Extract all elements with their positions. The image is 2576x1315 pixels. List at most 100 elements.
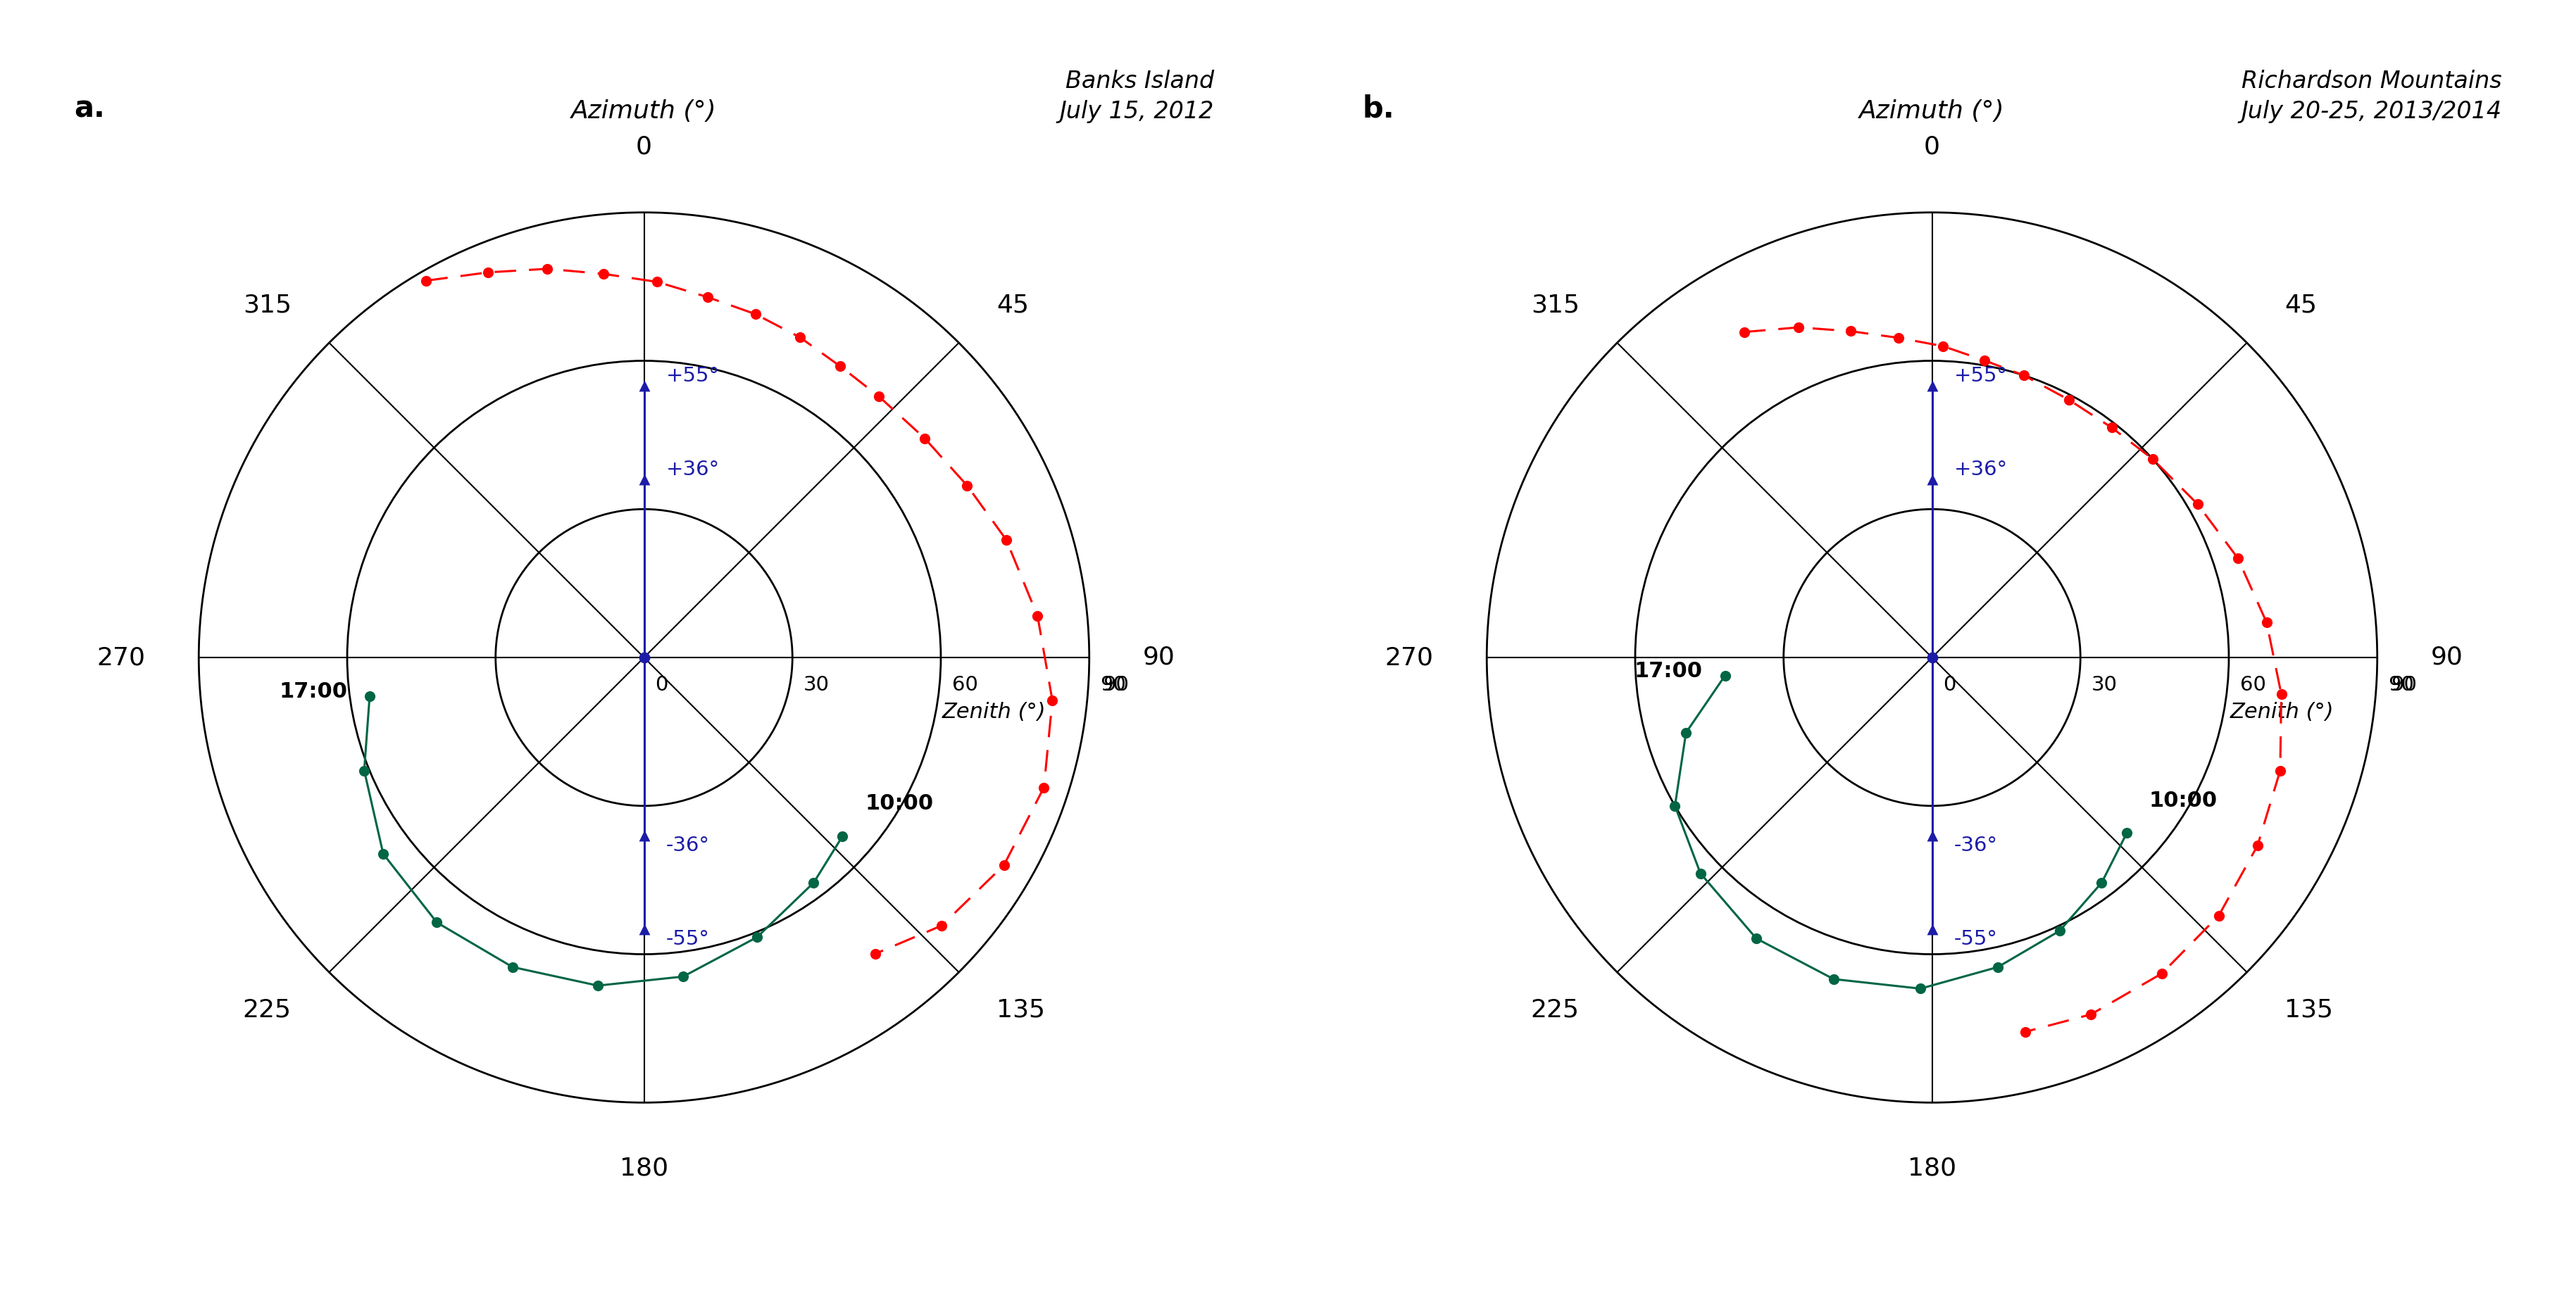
Point [1878,327,1919,348]
Point [1901,978,1942,999]
Text: 0: 0 [636,135,652,159]
Point [858,387,899,408]
Point [1723,321,1765,342]
Point [2092,417,2133,438]
Text: +55°: +55° [667,366,719,385]
Point [1911,647,1953,668]
Point [2004,364,2045,385]
Point [469,262,510,283]
Point [1978,956,2020,977]
Point [2081,872,2123,893]
Point [2048,389,2089,410]
Text: 315: 315 [242,293,291,317]
Text: Zenith (°): Zenith (°) [943,702,1046,722]
Text: 225: 225 [242,998,291,1022]
Point [2236,835,2277,856]
Point [623,375,665,396]
Text: 17:00: 17:00 [1633,661,1703,681]
Text: Azimuth (°): Azimuth (°) [1860,100,2004,124]
Text: -55°: -55° [667,930,711,949]
Text: 90: 90 [2388,676,2414,696]
Text: 180: 180 [621,1156,667,1180]
Text: 180: 180 [1909,1156,1955,1180]
Point [2197,905,2239,926]
Point [636,271,677,292]
Point [1018,606,1059,627]
Text: b.: b. [1363,93,1394,124]
Text: a.: a. [75,93,106,124]
Point [987,530,1028,551]
Point [2218,547,2259,568]
Point [623,919,665,940]
Text: Richardson Mountains
July 20-25, 2013/2014: Richardson Mountains July 20-25, 2013/20… [2241,70,2501,124]
Point [688,287,729,308]
Text: 0: 0 [654,676,667,696]
Point [2246,611,2287,633]
Point [577,976,618,997]
Text: 0: 0 [1942,676,1955,696]
Point [2141,963,2182,984]
Text: 60: 60 [2241,676,2267,696]
Point [1814,969,1855,990]
Text: 135: 135 [997,998,1046,1022]
Text: -55°: -55° [1955,930,1999,949]
Text: 90: 90 [2391,676,2416,696]
Point [623,469,665,490]
Point [855,943,896,964]
Point [2071,1003,2112,1024]
Point [1911,919,1953,940]
Text: +36°: +36° [1955,460,2007,480]
Text: 90: 90 [1103,676,1128,696]
Point [363,843,404,864]
Text: 90: 90 [1100,676,1126,696]
Point [2133,448,2174,469]
Text: +55°: +55° [1955,366,2007,385]
Point [1023,777,1064,798]
Point [350,685,392,706]
Point [1777,317,1819,338]
Point [2177,493,2218,514]
Point [945,475,987,496]
Point [1829,321,1870,342]
Point [492,956,533,977]
Text: 30: 30 [2092,676,2117,696]
Text: 270: 270 [98,646,144,669]
Point [1680,863,1721,884]
Point [1963,350,2004,371]
Point [2262,684,2303,705]
Text: 270: 270 [1386,646,1432,669]
Point [343,760,384,781]
Text: -36°: -36° [667,835,711,855]
Text: 30: 30 [804,676,829,696]
Point [1654,796,1695,817]
Text: Banks Island
July 15, 2012: Banks Island July 15, 2012 [1059,70,1213,124]
Text: 225: 225 [1530,998,1579,1022]
Point [904,427,945,448]
Point [2107,822,2148,843]
Point [2040,920,2081,942]
Point [793,872,835,893]
Point [662,967,703,988]
Text: 45: 45 [997,293,1028,317]
Text: Zenith (°): Zenith (°) [2231,702,2334,722]
Text: 45: 45 [2285,293,2316,317]
Point [822,826,863,847]
Text: 315: 315 [1530,293,1579,317]
Point [781,327,822,348]
Point [526,258,567,279]
Text: 60: 60 [953,676,979,696]
Point [407,270,448,291]
Text: 10:00: 10:00 [866,793,933,814]
Point [984,855,1025,876]
Point [922,915,963,936]
Point [1667,722,1708,743]
Point [623,647,665,668]
Point [1736,928,1777,949]
Point [1705,665,1747,686]
Text: 90: 90 [2432,646,2463,669]
Point [819,356,860,377]
Point [1922,335,1963,356]
Point [737,927,778,948]
Text: 135: 135 [2285,998,2334,1022]
Text: 0: 0 [1924,135,1940,159]
